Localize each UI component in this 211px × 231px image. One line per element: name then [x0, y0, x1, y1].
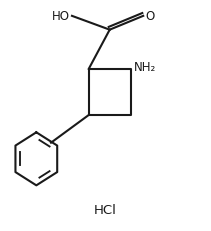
Text: HCl: HCl: [94, 203, 117, 216]
Text: HO: HO: [52, 10, 70, 23]
Text: NH₂: NH₂: [134, 61, 156, 74]
Text: O: O: [145, 10, 155, 23]
